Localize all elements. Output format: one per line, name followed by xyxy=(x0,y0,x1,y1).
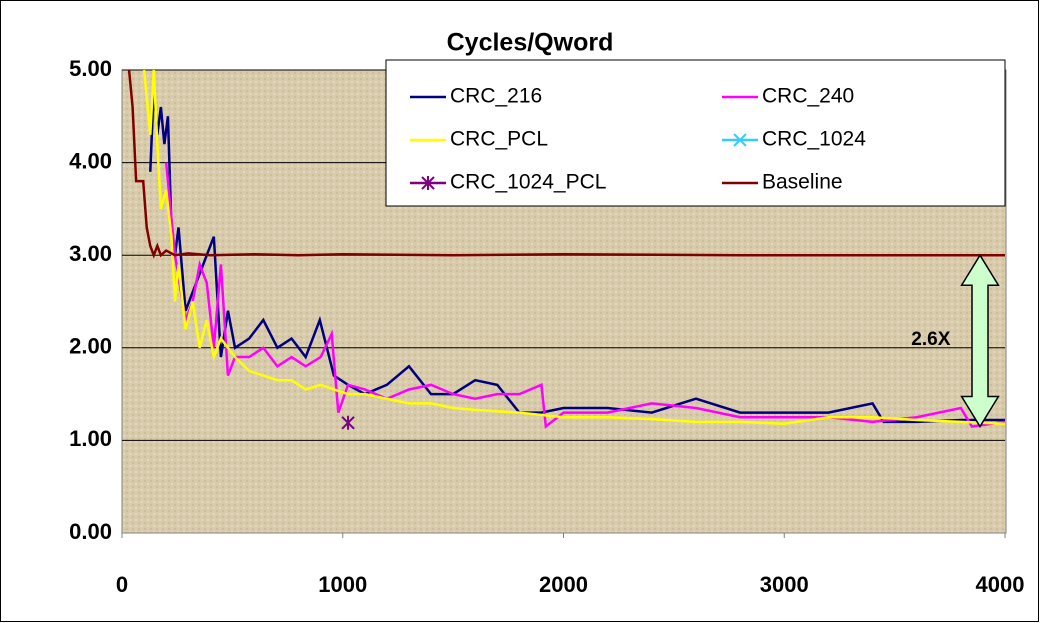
legend-label: CRC_240 xyxy=(762,85,854,108)
legend-label: CRC_PCL xyxy=(450,128,548,151)
annotation: 2.6X xyxy=(911,329,950,350)
legend-label: CRC_216 xyxy=(450,85,542,108)
y-tick-label: 2.00 xyxy=(69,334,112,359)
line xyxy=(142,69,1006,425)
legend-label: CRC_1024 xyxy=(762,128,866,151)
y-tick-label: 1.00 xyxy=(69,426,112,451)
x-tick-label: 3000 xyxy=(760,572,809,597)
y-tick-label: 5.00 xyxy=(69,56,112,81)
line xyxy=(149,88,1005,424)
y-tick-label: 3.00 xyxy=(69,241,112,266)
line xyxy=(164,162,1006,429)
y-tick-label: 0.00 xyxy=(69,519,112,544)
line xyxy=(127,69,1005,259)
chart-title: Cycles/Qword xyxy=(447,29,614,57)
marker xyxy=(733,133,747,147)
legend-label: Baseline xyxy=(762,171,843,194)
legend-box xyxy=(385,59,1006,207)
series-layer xyxy=(127,69,1006,430)
y-tick-label: 4.00 xyxy=(69,148,112,173)
x-tick-label: 2000 xyxy=(539,572,588,597)
x-tick-label: 0 xyxy=(116,572,128,597)
marker xyxy=(341,415,355,430)
x-tick-label: 1000 xyxy=(318,572,367,597)
marker xyxy=(421,176,435,190)
legend-label: CRC_1024_PCL xyxy=(450,171,606,194)
x-tick-label: 4000 xyxy=(976,572,1025,597)
ratio-arrow xyxy=(960,253,1000,428)
